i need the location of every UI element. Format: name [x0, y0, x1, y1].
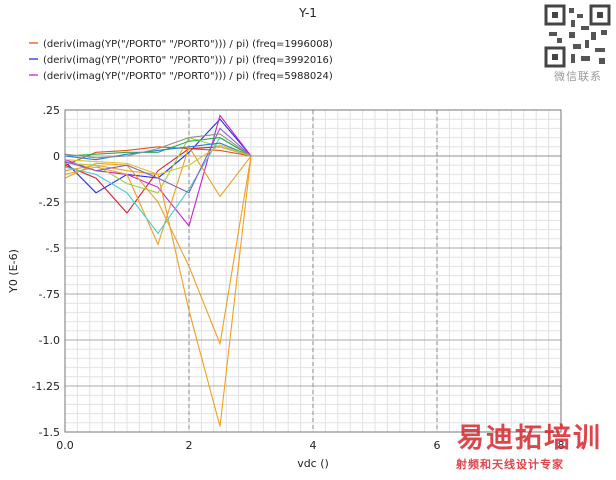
- legend-entry: (deriv(imag(YP("/PORT0" "/PORT0"))) / pi…: [43, 55, 333, 66]
- plot-frame: [64, 109, 562, 433]
- brand-watermark: 易迪拓培训: [457, 423, 602, 454]
- x-tick-label: 2: [186, 439, 193, 452]
- y-tick-label: -1.5: [39, 426, 60, 439]
- legend: (deriv(imag(YP("/PORT0" "/PORT0"))) / pi…: [29, 39, 333, 82]
- x-axis-label: vdc (): [297, 457, 329, 470]
- y-tick-label: .25: [43, 104, 61, 117]
- brand-tagline: 射频和天线设计专家: [456, 458, 564, 471]
- legend-entry: (deriv(imag(YP("/PORT0" "/PORT0"))) / pi…: [43, 39, 333, 50]
- y-tick-label: -1.25: [32, 380, 60, 393]
- qr-code-icon: [544, 4, 611, 68]
- y-tick-label: -1.0: [39, 334, 60, 347]
- y-tick-label: 0: [53, 150, 60, 163]
- y-axis-label: Y0 (E-6): [7, 249, 20, 294]
- x-tick-labels: 0.0 2 4 6 8: [56, 439, 564, 452]
- qr-caption: 微信联系: [554, 70, 602, 83]
- y-tick-label: -.75: [39, 288, 60, 301]
- y-tick-label: -.25: [39, 196, 60, 209]
- x-tick-label: 8: [558, 439, 565, 452]
- chart-title: Y-1: [298, 6, 317, 20]
- x-tick-label: 0.0: [56, 439, 74, 452]
- y-tick-label: -.5: [46, 242, 60, 255]
- series-line-14: [64, 133, 561, 159]
- x-tick-label: 4: [310, 439, 317, 452]
- y-tick-labels: .25 0 -.25 -.5 -.75 -1.0 -1.25 -1.5: [32, 104, 60, 439]
- x-tick-label: 6: [434, 439, 441, 452]
- legend-entry: (deriv(imag(YP("/PORT0" "/PORT0"))) / pi…: [43, 71, 333, 82]
- qr-code: [543, 4, 613, 68]
- series-layer: [64, 114, 561, 427]
